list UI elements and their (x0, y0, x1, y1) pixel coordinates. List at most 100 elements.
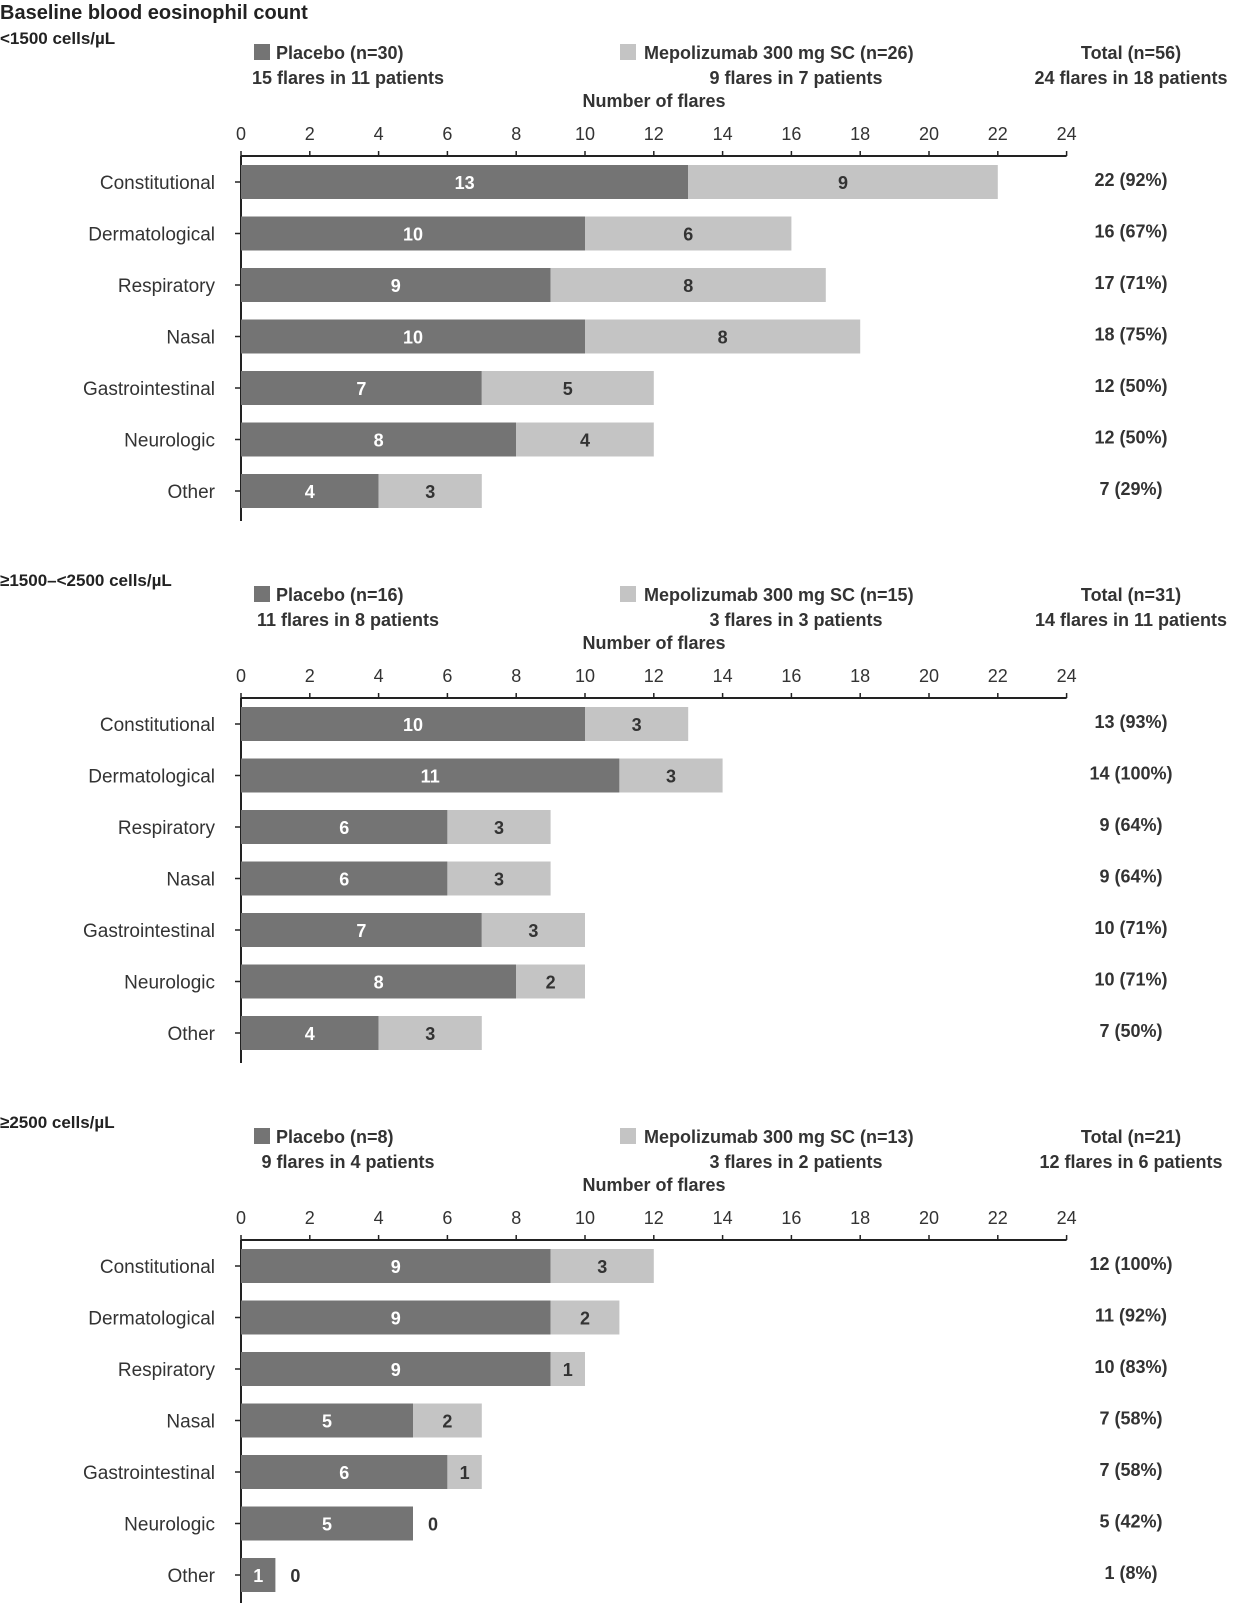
bar-placebo (241, 1352, 551, 1386)
bar-label-placebo: 1 (253, 1566, 263, 1586)
category-label: Other (167, 1566, 215, 1587)
total-value-label: 10 (71%) (1094, 918, 1167, 938)
bar-placebo (241, 1403, 413, 1438)
legend-detail-placebo: 11 flares in 8 patients (257, 610, 439, 630)
bar-label-mepolizumab: 5 (563, 379, 573, 399)
chart-panel: <1500 cells/µL Placebo (n=30) 15 flares in… (0, 29, 1228, 521)
chart-title: Baseline blood eosinophil count (0, 2, 308, 24)
bar-mepolizumab (413, 1403, 482, 1438)
bar-label-mepolizumab: 2 (442, 1412, 452, 1432)
x-tick-label: 16 (781, 666, 801, 686)
bar-mepolizumab (585, 216, 792, 251)
x-tick-label: 18 (850, 124, 870, 144)
x-tick-label: 14 (713, 666, 733, 686)
total-value-label: 18 (75%) (1094, 325, 1167, 345)
x-tick-label: 4 (374, 124, 384, 144)
bar-label-placebo: 10 (403, 328, 423, 348)
x-tick-label: 24 (1057, 666, 1077, 686)
bar-placebo (241, 1300, 551, 1335)
legend-swatch-placebo (254, 44, 270, 60)
total-value-label: 7 (29%) (1099, 479, 1162, 499)
category-label: Neurologic (124, 431, 215, 452)
bar-placebo (241, 1506, 413, 1541)
total-value-label: 7 (58%) (1099, 1460, 1162, 1480)
legend-detail-placebo: 15 flares in 11 patients (252, 68, 444, 88)
legend-swatch-mepolizumab (620, 586, 636, 602)
category-label: Constitutional (100, 1257, 215, 1278)
panel-subtitle: ≥2500 cells/µL (0, 1113, 115, 1132)
category-label: Nasal (166, 1412, 215, 1433)
legend-label-placebo: Placebo (n=30) (276, 43, 404, 63)
panel-subtitle: ≥1500–<2500 cells/µL (0, 571, 172, 590)
bar-mepolizumab (550, 268, 826, 302)
bar-placebo (241, 422, 517, 457)
chart-panel: ≥2500 cells/µL Placebo (n=8) 9 flares in 4… (0, 1113, 1223, 1603)
total-value-label: 14 (100%) (1089, 764, 1172, 784)
bar-label-mepolizumab: 3 (632, 715, 642, 735)
bar-mepolizumab (516, 422, 654, 457)
bar-label-mepolizumab: 6 (683, 225, 693, 245)
legend-swatch-mepolizumab (620, 44, 636, 60)
bar-placebo (241, 810, 448, 844)
x-tick-label: 14 (713, 1208, 733, 1228)
bar-label-mepolizumab: 4 (580, 431, 590, 451)
category-label: Neurologic (124, 1515, 215, 1536)
x-axis-label: Number of flares (582, 633, 725, 653)
category-label: Constitutional (100, 173, 215, 194)
legend-label-mepolizumab: Mepolizumab 300 mg SC (n=13) (644, 1127, 914, 1147)
category-label: Gastrointestinal (83, 379, 215, 400)
bar-mepolizumab (550, 1249, 654, 1283)
x-tick-label: 8 (511, 666, 521, 686)
x-tick-label: 22 (988, 1208, 1008, 1228)
x-tick-label: 6 (442, 666, 452, 686)
category-label: Dermatological (88, 767, 215, 788)
total-header-detail: 12 flares in 6 patients (1039, 1152, 1222, 1172)
bar-mepolizumab (585, 707, 689, 741)
bar-label-placebo: 7 (356, 379, 366, 399)
x-tick-label: 20 (919, 124, 939, 144)
bar-placebo (241, 474, 379, 508)
x-tick-label: 2 (305, 666, 315, 686)
bar-label-mepolizumab: 3 (528, 921, 538, 941)
category-label: Neurologic (124, 973, 215, 994)
bar-placebo (241, 1455, 448, 1489)
x-tick-label: 14 (713, 124, 733, 144)
bar-placebo (241, 913, 482, 947)
category-label: Other (167, 1024, 215, 1045)
bar-placebo (241, 861, 448, 896)
total-header-detail: 14 flares in 11 patients (1035, 610, 1227, 630)
bar-label-mepolizumab: 3 (666, 767, 676, 787)
legend-swatch-placebo (254, 1128, 270, 1144)
bar-label-placebo: 7 (356, 921, 366, 941)
bar-label-placebo: 9 (391, 1257, 401, 1277)
category-label: Dermatological (88, 225, 215, 246)
total-value-label: 10 (83%) (1094, 1357, 1167, 1377)
bar-label-mepolizumab: 3 (494, 870, 504, 890)
bar-label-placebo: 5 (322, 1412, 332, 1432)
bar-mepolizumab (447, 1455, 482, 1489)
x-tick-label: 18 (850, 666, 870, 686)
bar-label-placebo: 8 (374, 431, 384, 451)
total-value-label: 1 (8%) (1104, 1563, 1157, 1583)
total-value-label: 9 (64%) (1099, 815, 1162, 835)
panel-subtitle: <1500 cells/µL (0, 29, 115, 48)
x-tick-label: 10 (575, 1208, 595, 1228)
bar-label-mepolizumab: 3 (597, 1257, 607, 1277)
bar-label-mepolizumab: 8 (683, 276, 693, 296)
bar-placebo (241, 371, 482, 405)
category-label: Respiratory (118, 1360, 216, 1381)
legend-label-placebo: Placebo (n=8) (276, 1127, 394, 1147)
x-tick-label: 16 (781, 124, 801, 144)
x-tick-label: 4 (374, 1208, 384, 1228)
total-value-label: 22 (92%) (1094, 170, 1167, 190)
bar-label-placebo: 4 (305, 1024, 315, 1044)
legend-label-placebo: Placebo (n=16) (276, 585, 404, 605)
category-label: Gastrointestinal (83, 1463, 215, 1484)
bar-label-placebo: 6 (339, 1463, 349, 1483)
bar-placebo (241, 758, 620, 793)
bar-mepolizumab (447, 861, 551, 896)
x-tick-label: 2 (305, 124, 315, 144)
category-label: Dermatological (88, 1309, 215, 1330)
bar-label-mepolizumab: 3 (425, 482, 435, 502)
bar-label-mepolizumab: 0 (428, 1515, 438, 1535)
